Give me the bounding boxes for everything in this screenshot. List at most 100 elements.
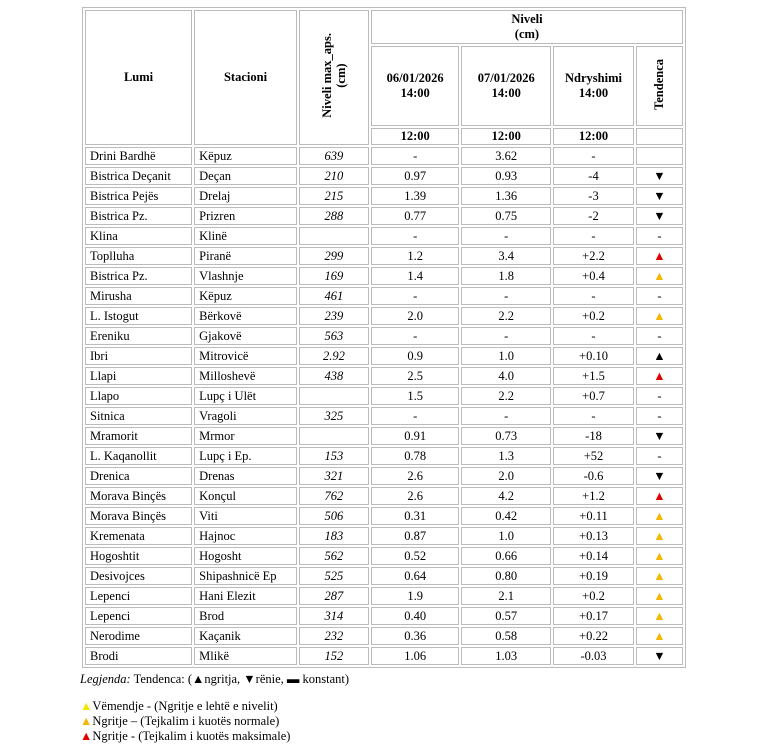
station: Mrmor [194,427,297,445]
level-1: 1.06 [370,647,460,665]
trend: ▼ [635,187,683,205]
station: Shipashnicë Ep [194,567,297,585]
time: 14:00 [491,86,521,100]
river: Sitnica [85,407,193,425]
table-row: Bistrica Deçanit Deçan 210 0.97 0.93 -4 ▼ [85,167,683,185]
station: Lupç i Ep. [194,447,297,465]
river: Klina [85,227,193,245]
level-2: - [461,227,552,245]
level-2: 1.03 [461,647,552,665]
table-row: Bistrica Pejës Drelaj 215 1.39 1.36 -3 ▼ [85,187,683,205]
change: +0.2 [553,307,634,325]
river: Llapo [85,387,193,405]
table-row: Drenica Drenas 321 2.6 2.0 -0.6 ▼ [85,467,683,485]
legend-symbol: ▲ [80,729,93,743]
legend-item: ▲Ngritje – (Tejkalim i kuotës normale) [80,714,349,729]
level-1: 0.31 [370,507,460,525]
river: Bistrica Pz. [85,207,193,225]
trend: ▲ [635,367,683,385]
station: Gjakovë [194,327,297,345]
table-row: Drini Bardhë Këpuz 639-3.62- [85,147,683,165]
max-level [298,387,369,405]
river: Bistrica Pz. [85,267,193,285]
river: Bistrica Pejës [85,187,193,205]
level-2: 1.36 [461,187,552,205]
sub-time: 12:00 [461,128,552,145]
max-level: 215 [298,187,369,205]
max-level: 525 [298,567,369,585]
max-level: 153 [298,447,369,465]
level-1: 0.64 [370,567,460,585]
level-1: - [370,287,460,305]
trend: - [635,327,683,345]
change: +2.2 [553,247,634,265]
header-max: Niveli max_aps. (cm) [298,10,369,145]
level-1: 1.2 [370,247,460,265]
level-2: 1.0 [461,527,552,545]
trend: ▲ [635,607,683,625]
change: - [553,147,634,165]
table-row: Llapi Milloshevë 438 2.5 4.0 +1.5 ▲ [85,367,683,385]
trend: ▲ [635,507,683,525]
station: Vragoli [194,407,297,425]
level-2: 0.57 [461,607,552,625]
trend [635,147,683,165]
level-1: 0.91 [370,427,460,445]
river: Ereniku [85,327,193,345]
table-row: Brodi Mlikë 152 1.06 1.03 -0.03 ▼ [85,647,683,665]
level-2: 0.80 [461,567,552,585]
header-niveli-unit: (cm) [514,27,540,41]
max-level: 639 [298,147,369,165]
level-1: 2.6 [370,467,460,485]
table-header: Lumi Stacioni Niveli max_aps. (cm) Niveli… [85,10,683,145]
river: Kremenata [85,527,193,545]
header-tendenca: Tendenca [635,46,683,126]
level-1: 0.9 [370,347,460,365]
table-row: Klina Klinë - - - - [85,227,683,245]
table-row: Mramorit Mrmor 0.91 0.73 -18 ▼ [85,427,683,445]
level-1: - [370,407,460,425]
change: +0.14 [553,547,634,565]
river: Brodi [85,647,193,665]
legend-text: Vëmendje - (Ngritje e lehtë e nivelit) [92,699,278,713]
trend: ▼ [635,207,683,225]
trend: ▲ [635,307,683,325]
station: Hajnoc [194,527,297,545]
level-2: 4.0 [461,367,552,385]
table-row: Bistrica Pz. Prizren 288 0.77 0.75 -2 ▼ [85,207,683,225]
sub-time: 12:00 [370,128,460,145]
change: - [553,227,634,245]
trend: ▲ [635,527,683,545]
trend: ▲ [635,627,683,645]
level-2: 0.93 [461,167,552,185]
max-level: 438 [298,367,369,385]
level-1: 2.6 [370,487,460,505]
level-1: 0.52 [370,547,460,565]
river: Llapi [85,367,193,385]
change: +0.19 [553,567,634,585]
level-1: 1.9 [370,587,460,605]
trend: - [635,287,683,305]
station: Prizren [194,207,297,225]
station: Klinë [194,227,297,245]
change: +0.11 [553,507,634,525]
trend: - [635,227,683,245]
station: Hogosht [194,547,297,565]
max-level: 506 [298,507,369,525]
change: -3 [553,187,634,205]
table-row: Toplluha Piranë 299 1.2 3.4 +2.2 ▲ [85,247,683,265]
change: +0.7 [553,387,634,405]
level-2: 1.0 [461,347,552,365]
station: Këpuz [194,147,297,165]
level-1: 2.5 [370,367,460,385]
max-level: 325 [298,407,369,425]
header-max-unit: (cm) [333,63,348,88]
header-stacioni: Stacioni [194,10,297,145]
date: 06/01/2026 [386,71,444,85]
trend: ▲ [635,567,683,585]
level-1: 1.4 [370,267,460,285]
legend-title: Legjenda: [80,672,131,686]
level-1: 0.36 [370,627,460,645]
level-1: - [370,327,460,345]
max-level: 169 [298,267,369,285]
